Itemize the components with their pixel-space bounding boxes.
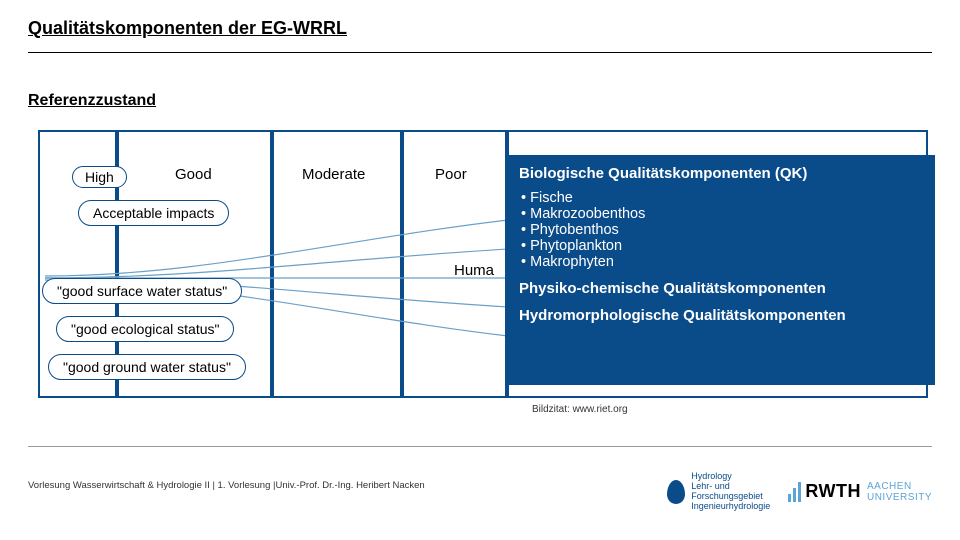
droplet-icon: [667, 480, 685, 504]
subtitle: Referenzzustand: [28, 92, 156, 110]
human-impact-label: Huma: [454, 262, 494, 279]
page-title: Qualitätskomponenten der EG-WRRL: [28, 18, 347, 39]
info-list-item: Makrozoobenthos: [521, 206, 921, 222]
status-pill: "good ground water status": [48, 354, 246, 380]
rwth-main: RWTH: [805, 481, 861, 502]
footer-text: Vorlesung Wasserwirtschaft & Hydrologie …: [28, 480, 425, 491]
divider-bottom: [28, 446, 932, 447]
info-list-item: Fische: [521, 190, 921, 206]
status-moderate: Moderate: [302, 166, 365, 183]
info-list-item: Makrophyten: [521, 254, 921, 270]
status-pill: "good surface water status": [42, 278, 242, 304]
vertical-divider: [400, 130, 404, 398]
rwth-sub: AACHENUNIVERSITY: [867, 481, 932, 503]
info-heading: Biologische Qualitätskomponenten (QK): [519, 165, 921, 182]
logo-area: HydrologyLehr- undForschungsgebietIngeni…: [667, 472, 932, 512]
info-list-item: Phytoplankton: [521, 238, 921, 254]
info-list: FischeMakrozoobenthosPhytobenthosPhytopl…: [521, 190, 921, 270]
vertical-divider: [270, 130, 274, 398]
image-citation: Bildzitat: www.riet.org: [532, 404, 628, 415]
status-high: High: [72, 166, 127, 188]
info-sub1: Physiko-chemische Qualitätskomponenten: [519, 280, 921, 297]
status-pill: Acceptable impacts: [78, 200, 229, 226]
info-panel: Biologische Qualitätskomponenten (QK) Fi…: [505, 155, 935, 385]
hydrology-line: Ingenieurhydrologie: [691, 502, 770, 512]
info-list-item: Phytobenthos: [521, 222, 921, 238]
info-sub2: Hydromorphologische Qualitätskomponenten: [519, 307, 921, 324]
rwth-logo: RWTH AACHENUNIVERSITY: [788, 481, 932, 503]
status-good: Good: [175, 166, 212, 183]
status-pill: "good ecological status": [56, 316, 234, 342]
divider-top: [28, 52, 932, 53]
status-poor: Poor: [435, 166, 467, 183]
rwth-bars-icon: [788, 482, 801, 502]
hydrology-logo: HydrologyLehr- undForschungsgebietIngeni…: [667, 472, 770, 512]
